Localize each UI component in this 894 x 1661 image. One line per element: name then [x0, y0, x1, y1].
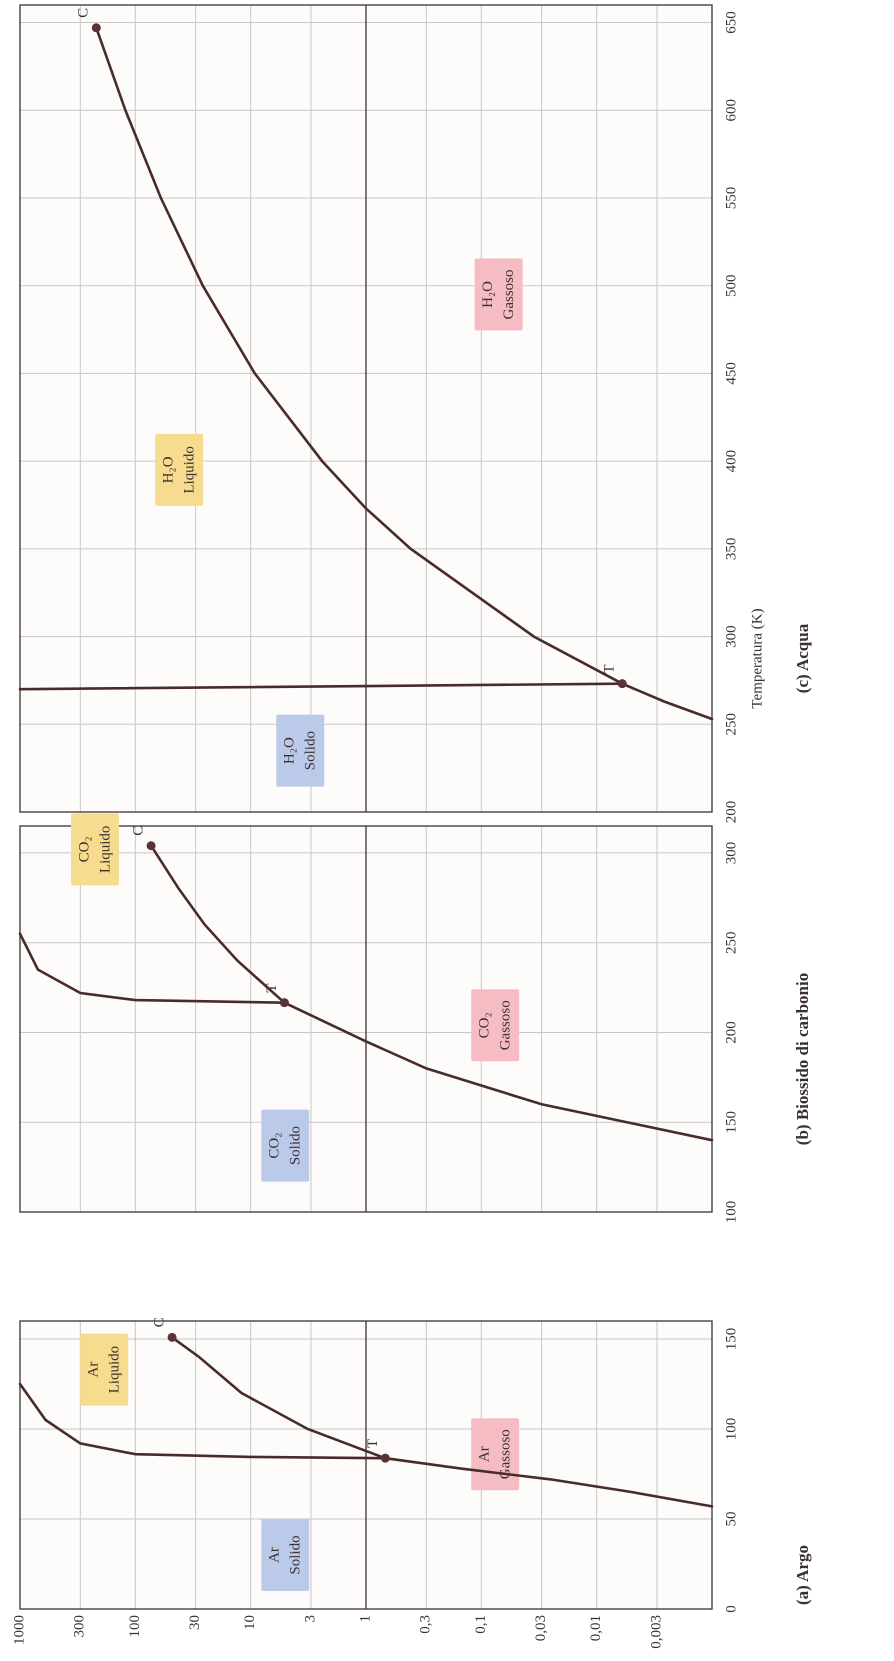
- y-tick-label: 300: [72, 1615, 88, 1638]
- x-tick-label: 250: [723, 931, 739, 954]
- rotated-figure: 1000 300 100 30 10 3 1 0,3 0,1 0,03 0,01 0,003 0 50 10…: [11, 4, 812, 1649]
- x-tick-label: 50: [723, 1512, 739, 1527]
- x-tick-label: 300: [723, 625, 739, 648]
- y-tick-label: 10: [242, 1615, 258, 1630]
- x-tick-label: 0: [723, 1605, 739, 1613]
- point-label: T: [264, 983, 280, 992]
- region-formula: H₂O: [282, 737, 298, 764]
- point-label: T: [602, 664, 618, 673]
- plot-frame: [19, 4, 713, 813]
- plot-frame: [19, 1320, 713, 1610]
- x-tick-label: 600: [723, 99, 739, 122]
- region-phase: Solido: [288, 1126, 304, 1165]
- x-tick-label: 100: [723, 1201, 739, 1224]
- region-label-bg: [471, 989, 520, 1062]
- region-label-bg: [70, 813, 119, 886]
- phase-point: [91, 23, 101, 33]
- point-label: C: [76, 8, 92, 18]
- region-phase: Solido: [303, 731, 319, 770]
- region-formula: H₂O: [161, 456, 177, 483]
- region-formula: Ar: [86, 1362, 102, 1378]
- x-tick-label: 250: [723, 713, 739, 736]
- phase-boundary: [95, 26, 624, 685]
- y-tick-label: 100: [127, 1615, 143, 1638]
- region-label-bg: [261, 1109, 310, 1182]
- region-phase: Gassoso: [501, 269, 517, 319]
- phase-boundary: [18, 932, 286, 1004]
- panel-title: (b) Biossido di carbonio: [793, 973, 812, 1145]
- phase-point: [380, 1453, 390, 1463]
- region-phase: Liquido: [97, 826, 113, 874]
- y-tick-label: 3: [302, 1615, 318, 1623]
- region-label-bg: [474, 258, 523, 331]
- x-tick-label: 400: [723, 450, 739, 473]
- region-phase: Liquido: [182, 446, 198, 494]
- region-label-bg: [80, 1333, 129, 1406]
- x-tick-label: 150: [723, 1111, 739, 1134]
- x-tick-label: 300: [723, 842, 739, 865]
- phase-point: [146, 841, 156, 851]
- phase-boundary: [170, 1336, 387, 1460]
- y-tick-label: 0,03: [533, 1615, 549, 1641]
- panel-title: (a) Argo: [793, 1545, 812, 1605]
- y-tick-label: 30: [187, 1615, 203, 1630]
- x-tick-label: 500: [723, 274, 739, 297]
- phase-point: [279, 998, 289, 1008]
- region-formula: Ar: [477, 1446, 493, 1462]
- x-tick-label: 550: [723, 187, 739, 210]
- region-phase: Solido: [288, 1535, 304, 1574]
- region-formula: CO₂: [76, 836, 92, 862]
- phase-boundary: [621, 682, 714, 721]
- region-label-bg: [155, 433, 204, 506]
- point-label: C: [152, 1317, 168, 1327]
- x-tick-label: 200: [723, 1021, 739, 1044]
- region-formula: CO₂: [477, 1012, 493, 1038]
- region-formula: CO₂: [267, 1133, 283, 1159]
- panel-title: (c) Acqua: [793, 623, 812, 693]
- x-tick-label: 100: [723, 1418, 739, 1441]
- y-tick-label: 0,003: [648, 1615, 664, 1649]
- phase-boundary: [149, 844, 286, 1004]
- x-tick-label: 450: [723, 362, 739, 385]
- point-label: T: [365, 1439, 381, 1448]
- x-tick-label: 200: [723, 801, 739, 824]
- y-tick-label: 1000: [11, 1615, 27, 1645]
- region-phase: Gassoso: [498, 1000, 514, 1050]
- region-label-bg: [276, 714, 325, 787]
- region-formula: H₂O: [480, 281, 496, 308]
- y-tick-label: 0,1: [473, 1615, 489, 1634]
- plot-frame: [19, 825, 713, 1213]
- region-phase: Liquido: [107, 1346, 123, 1394]
- region-phase: Gassoso: [498, 1429, 514, 1479]
- phase-boundary: [283, 1001, 714, 1142]
- phase-point: [617, 679, 627, 689]
- phase-boundary: [384, 1456, 714, 1508]
- phase-point: [167, 1332, 177, 1342]
- x-tick-label: 350: [723, 538, 739, 561]
- y-tick-label: 1: [357, 1615, 373, 1623]
- x-tick-label: 650: [723, 11, 739, 34]
- x-tick-label: 150: [723, 1328, 739, 1351]
- phase-boundary: [18, 682, 624, 691]
- x-axis-label: Temperatura (K): [749, 608, 765, 708]
- region-formula: Ar: [267, 1547, 283, 1563]
- point-label: C: [131, 826, 147, 836]
- y-tick-label: 0,3: [418, 1615, 434, 1634]
- y-tick-label: 0,01: [588, 1615, 604, 1641]
- phase-boundary: [18, 1382, 387, 1460]
- region-label-bg: [261, 1519, 310, 1591]
